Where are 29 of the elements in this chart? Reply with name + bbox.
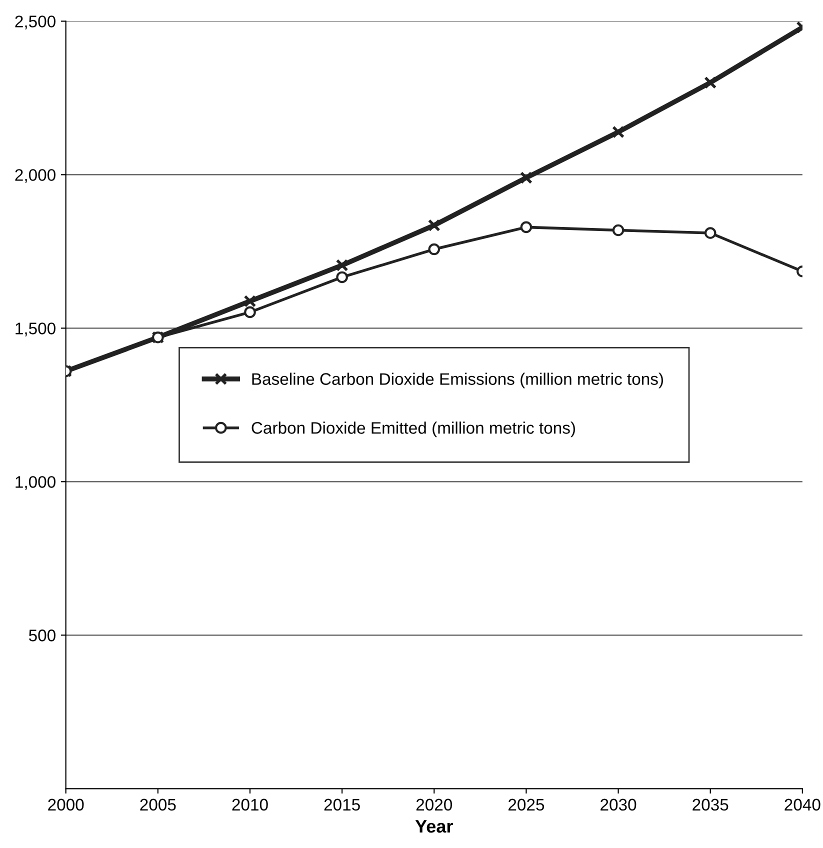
legend-label: Baseline Carbon Dioxide Emissions (million metric tons) <box>252 372 663 388</box>
y-tick-label: 2,000 <box>15 169 56 183</box>
y-tick-label: 1,500 <box>16 322 56 336</box>
point <box>612 126 625 138</box>
y-tick-label: 1,000 <box>16 476 56 490</box>
x-tick-label: 2005 <box>140 798 176 811</box>
point <box>704 76 717 89</box>
y-tick-label: 2,500 <box>15 16 56 30</box>
point <box>428 243 440 256</box>
x-tick-label: 2040 <box>784 798 820 811</box>
point <box>244 294 256 308</box>
point <box>336 271 348 284</box>
x-tick-label: 2015 <box>324 798 360 811</box>
point <box>704 227 716 239</box>
x-tick-label: 2020 <box>416 798 452 811</box>
x-tick-label: 2025 <box>508 798 544 811</box>
x-tick-label: 2010 <box>232 798 268 811</box>
y-tick-label: 500 <box>28 630 56 642</box>
x-tick-label: 2030 <box>600 798 636 811</box>
legend-label: Carbon Dioxide Emitted (million metric tons) <box>252 422 575 438</box>
x-tick-label: 2035 <box>692 798 728 811</box>
point <box>244 306 256 318</box>
point <box>336 258 348 272</box>
point <box>428 219 440 232</box>
x-axis-title: Year <box>415 820 453 833</box>
point <box>612 224 624 236</box>
x-tick-label: 2000 <box>48 798 84 811</box>
point <box>520 172 532 184</box>
point <box>520 221 532 234</box>
